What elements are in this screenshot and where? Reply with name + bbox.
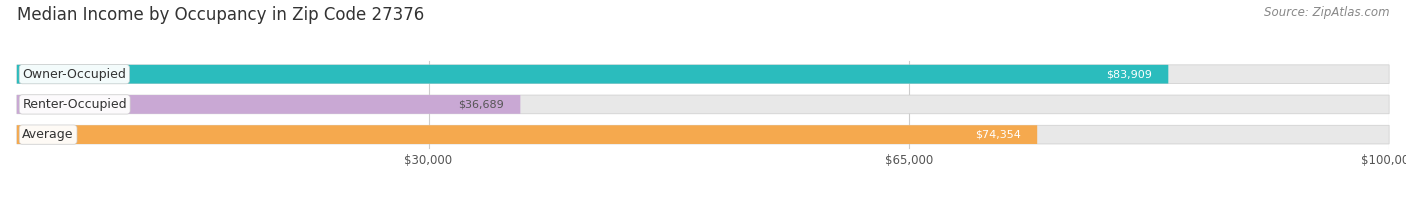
FancyBboxPatch shape xyxy=(17,65,1168,84)
FancyBboxPatch shape xyxy=(17,95,1389,114)
Text: Source: ZipAtlas.com: Source: ZipAtlas.com xyxy=(1264,6,1389,19)
Text: Owner-Occupied: Owner-Occupied xyxy=(22,68,127,81)
FancyBboxPatch shape xyxy=(17,95,520,114)
Text: $36,689: $36,689 xyxy=(458,99,503,109)
FancyBboxPatch shape xyxy=(17,125,1389,144)
FancyBboxPatch shape xyxy=(17,125,1038,144)
FancyBboxPatch shape xyxy=(17,65,1389,84)
Text: $74,354: $74,354 xyxy=(974,130,1021,140)
Text: Average: Average xyxy=(22,128,75,141)
Text: Renter-Occupied: Renter-Occupied xyxy=(22,98,127,111)
Text: $83,909: $83,909 xyxy=(1107,69,1152,79)
Text: Median Income by Occupancy in Zip Code 27376: Median Income by Occupancy in Zip Code 2… xyxy=(17,6,425,24)
